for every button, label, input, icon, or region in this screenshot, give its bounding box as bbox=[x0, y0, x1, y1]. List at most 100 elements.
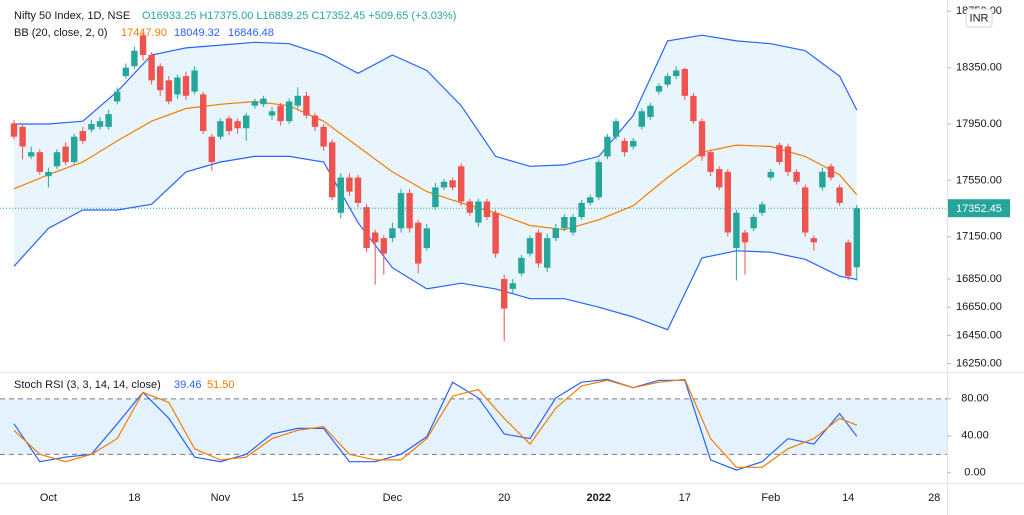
candle-body bbox=[569, 217, 577, 233]
bb-upper-value: 18049.32 bbox=[174, 27, 220, 39]
candle-body bbox=[372, 232, 379, 243]
x-tick-label: 15 bbox=[292, 492, 304, 504]
stoch-k-value: 39.46 bbox=[174, 379, 202, 391]
candle-body bbox=[509, 283, 516, 289]
y-tick-label: 17150.00 bbox=[956, 231, 1002, 243]
candle-body bbox=[96, 121, 104, 127]
candle-body bbox=[681, 69, 688, 96]
currency-label[interactable]: INR bbox=[970, 12, 989, 24]
candle-body bbox=[724, 171, 731, 233]
x-tick-label: 14 bbox=[842, 492, 854, 504]
currency-button[interactable] bbox=[965, 8, 993, 28]
candle-body bbox=[595, 162, 602, 198]
candle-body bbox=[191, 70, 198, 92]
indicator-line bbox=[13, 155, 857, 331]
candle-body bbox=[750, 217, 757, 229]
candle-body bbox=[139, 35, 147, 55]
candle-body bbox=[10, 123, 18, 137]
candle-body bbox=[217, 121, 224, 137]
x-tick-label: Feb bbox=[761, 492, 780, 504]
plot-area bbox=[0, 32, 947, 471]
last-price-box bbox=[948, 199, 1010, 218]
candle-body bbox=[647, 105, 654, 117]
band-fill bbox=[0, 398, 947, 455]
candle-body bbox=[535, 232, 542, 264]
candle-body bbox=[260, 98, 267, 105]
candle-body bbox=[243, 115, 250, 129]
candle-body bbox=[612, 121, 620, 137]
candle-body bbox=[802, 187, 809, 233]
candle-body bbox=[225, 118, 233, 132]
candle-body bbox=[561, 217, 568, 229]
candle-body bbox=[346, 177, 353, 192]
stoch-line bbox=[13, 378, 858, 471]
y-tick-label: 80.00 bbox=[961, 393, 989, 405]
x-tick-label: 20 bbox=[498, 492, 510, 504]
bb-title: BB (20, close, 2, 0) bbox=[14, 27, 108, 39]
x-tick-label: Oct bbox=[40, 492, 57, 504]
candle-body bbox=[45, 171, 52, 177]
y-tick-label: 16650.00 bbox=[956, 301, 1002, 313]
candle-body bbox=[105, 114, 112, 127]
candle-body bbox=[449, 180, 456, 188]
candle-body bbox=[655, 85, 663, 92]
candle-body bbox=[131, 50, 138, 67]
y-tick-label: 17550.00 bbox=[956, 174, 1002, 186]
candle-body bbox=[836, 187, 843, 203]
candle-body bbox=[793, 171, 800, 182]
candle-body bbox=[664, 76, 671, 85]
candle-body bbox=[690, 95, 697, 122]
candle-body bbox=[122, 67, 129, 77]
candle-body bbox=[251, 101, 258, 106]
symbol-title: Nifty 50 Index, 1D, NSE bbox=[14, 10, 130, 22]
candle-body bbox=[114, 91, 121, 102]
candle-body bbox=[630, 140, 637, 147]
candle-body bbox=[71, 136, 78, 163]
candle-body bbox=[19, 126, 26, 147]
candle-body bbox=[810, 238, 817, 243]
candle-body bbox=[518, 257, 525, 274]
candle-body bbox=[165, 80, 172, 102]
x-tick-label: 18 bbox=[128, 492, 140, 504]
candle-body bbox=[268, 111, 276, 116]
candle-body bbox=[819, 171, 826, 188]
candle-body bbox=[458, 166, 465, 202]
stoch-d-value: 51.50 bbox=[207, 379, 235, 391]
candle-body bbox=[526, 238, 534, 254]
candle-body bbox=[604, 136, 611, 157]
indicator-line bbox=[14, 34, 858, 167]
candle-body bbox=[415, 222, 422, 264]
y-tick-label: 16850.00 bbox=[956, 273, 1002, 285]
x-tick-label: 17 bbox=[679, 492, 691, 504]
candle-body bbox=[501, 279, 508, 309]
candle-body bbox=[741, 232, 749, 243]
candle-body bbox=[776, 145, 783, 163]
y-tick-label: 0.00 bbox=[964, 467, 985, 479]
candle-body bbox=[234, 121, 241, 129]
candle-body bbox=[475, 201, 482, 223]
y-tick-label: 16450.00 bbox=[956, 329, 1002, 341]
candle-body bbox=[148, 54, 155, 81]
candle-body bbox=[673, 70, 680, 77]
candle-body bbox=[432, 187, 439, 208]
indicator-line bbox=[13, 100, 858, 231]
candle-body bbox=[853, 208, 860, 268]
candle-body bbox=[277, 105, 284, 122]
x-tick-label: Nov bbox=[211, 492, 231, 504]
candle-body bbox=[552, 228, 559, 239]
candle-body bbox=[303, 95, 310, 116]
candle-body bbox=[354, 177, 362, 203]
candle-body bbox=[28, 152, 35, 157]
candle-body bbox=[36, 152, 43, 172]
candle-body bbox=[174, 77, 181, 95]
candle-body bbox=[767, 171, 774, 178]
candle-body bbox=[363, 207, 370, 248]
candle-body bbox=[79, 131, 86, 141]
candle-body bbox=[286, 101, 293, 122]
bb-lower-value: 16846.48 bbox=[228, 27, 274, 39]
candle-body bbox=[423, 228, 430, 248]
candle-body bbox=[483, 201, 491, 217]
candle-body bbox=[466, 201, 473, 213]
candle-body bbox=[182, 76, 190, 96]
candle-body bbox=[621, 140, 628, 153]
